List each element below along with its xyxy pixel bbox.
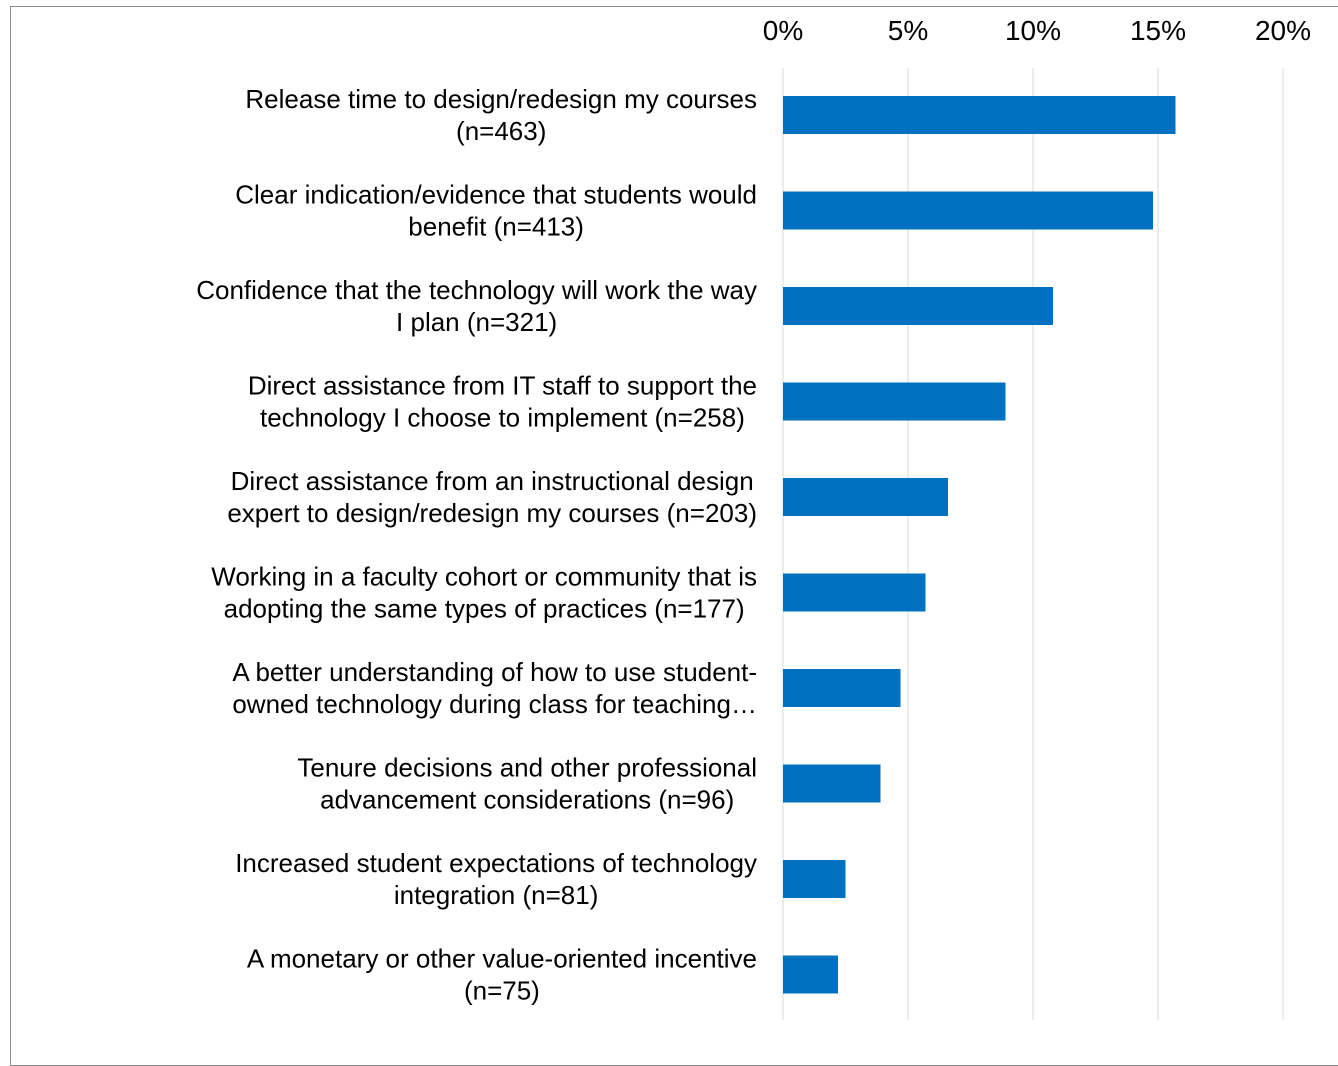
x-tick-label: 0% bbox=[763, 15, 803, 46]
bar bbox=[783, 669, 901, 707]
category-label-line: Direct assistance from an instructional … bbox=[231, 466, 754, 496]
bar bbox=[783, 955, 838, 994]
x-tick-label: 20% bbox=[1255, 15, 1311, 46]
category-label: A monetary or other value-oriented incen… bbox=[247, 944, 757, 1006]
bar bbox=[783, 382, 1006, 421]
bar bbox=[783, 96, 1176, 134]
category-label: Working in a faculty cohort or community… bbox=[211, 562, 757, 624]
category-label: Clear indication/evidence that students … bbox=[235, 180, 757, 242]
category-label: Confidence that the technology will work… bbox=[196, 275, 757, 337]
bar bbox=[783, 478, 948, 516]
category-labels: Release time to design/redesign my cours… bbox=[196, 84, 757, 1006]
bar bbox=[783, 191, 1153, 230]
category-label: Release time to design/redesign my cours… bbox=[245, 84, 757, 146]
category-label-line: Working in a faculty cohort or community… bbox=[211, 562, 757, 592]
category-label-line: adopting the same types of practices (n=… bbox=[224, 594, 745, 624]
category-label-line: technology I choose to implement (n=258) bbox=[260, 403, 745, 433]
category-label-line: (n=463) bbox=[456, 116, 546, 146]
category-label-line: (n=75) bbox=[464, 976, 540, 1006]
x-axis-ticks: 0% 5% 10% 15% 20% bbox=[763, 15, 1311, 46]
category-label: Tenure decisions and other professional a… bbox=[297, 753, 757, 815]
category-label-line: Tenure decisions and other professional bbox=[297, 753, 757, 783]
bar bbox=[783, 573, 926, 612]
x-tick-label: 10% bbox=[1005, 15, 1061, 46]
x-tick-label: 15% bbox=[1130, 15, 1186, 46]
category-label-line: owned technology during class for teachi… bbox=[232, 689, 757, 719]
category-label-line: Clear indication/evidence that students … bbox=[235, 180, 757, 210]
category-label-line: benefit (n=413) bbox=[408, 212, 584, 242]
category-label: Direct assistance from an instructional … bbox=[227, 466, 757, 528]
category-label: Increased student expectations of techno… bbox=[235, 848, 757, 910]
category-label-line: expert to design/redesign my courses (n=… bbox=[227, 498, 757, 528]
bar bbox=[783, 287, 1053, 325]
category-label-line: Release time to design/redesign my cours… bbox=[245, 84, 757, 114]
category-label-line: Confidence that the technology will work… bbox=[196, 275, 757, 305]
bar bbox=[783, 764, 881, 803]
category-label: A better understanding of how to use stu… bbox=[232, 657, 757, 719]
category-label-line: Direct assistance from IT staff to suppo… bbox=[248, 371, 757, 401]
x-tick-label: 5% bbox=[888, 15, 928, 46]
category-label-line: A better understanding of how to use stu… bbox=[232, 657, 757, 687]
category-label-line: integration (n=81) bbox=[394, 880, 599, 910]
category-label-line: advancement considerations (n=96) bbox=[320, 785, 734, 815]
bar bbox=[783, 860, 846, 898]
category-label-line: I plan (n=321) bbox=[396, 307, 557, 337]
category-label-line: A monetary or other value-oriented incen… bbox=[247, 944, 757, 974]
category-label-line: Increased student expectations of techno… bbox=[235, 848, 757, 878]
category-label: Direct assistance from IT staff to suppo… bbox=[248, 371, 757, 433]
bars bbox=[783, 96, 1176, 994]
